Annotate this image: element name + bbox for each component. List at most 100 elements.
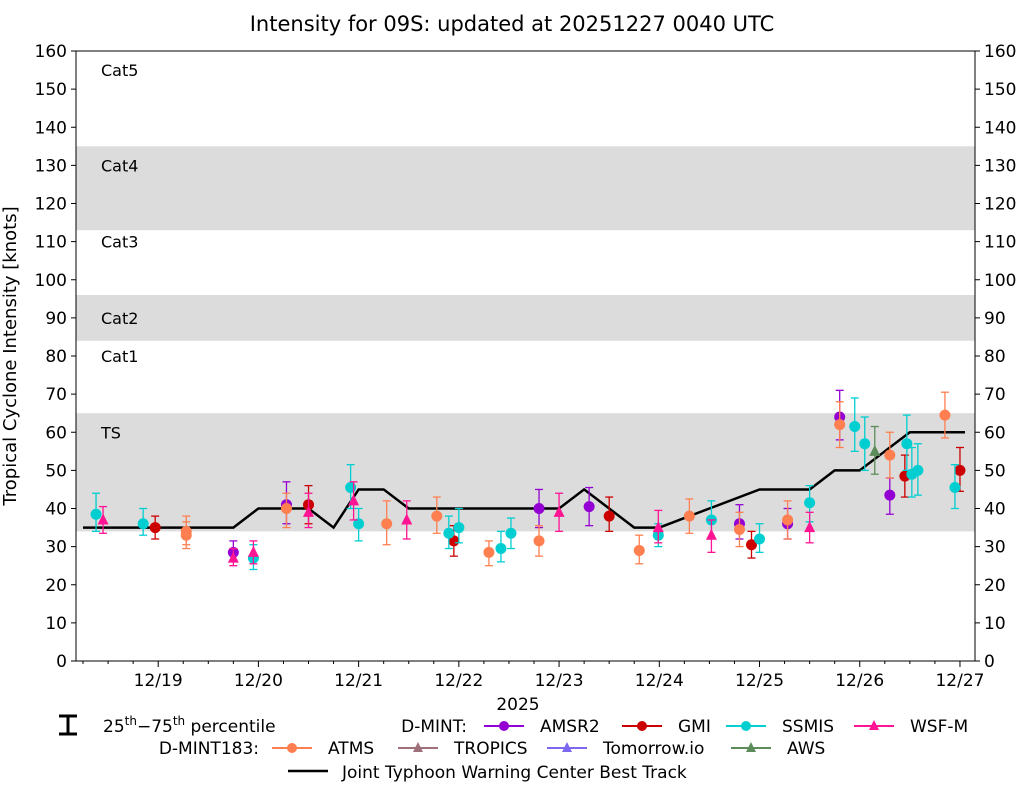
band-label-ts: TS	[100, 423, 121, 442]
x-tick-label: 12/26	[835, 671, 884, 691]
point-wsf-m	[705, 519, 717, 553]
marker-ssmis	[754, 533, 766, 545]
point-amsr2	[533, 488, 545, 529]
y-tick-label-right: 90	[984, 309, 1006, 329]
point-ssmis	[443, 515, 455, 550]
point-ssmis	[754, 523, 766, 553]
point-gmi	[603, 496, 615, 533]
y-tick-label: 110	[35, 233, 67, 253]
point-ssmis	[859, 416, 871, 472]
marker-atms	[280, 503, 292, 514]
marker-ssmis	[495, 543, 507, 555]
marker-ssmis	[453, 522, 465, 534]
marker-atms	[381, 518, 393, 530]
point-wsf-m	[303, 492, 315, 529]
x-tick-label: 12/24	[635, 671, 684, 691]
y-tick-label-right: 130	[984, 156, 1016, 176]
y-tick-label-right: 120	[984, 195, 1016, 215]
y-tick-label: 70	[45, 385, 67, 405]
y-tick-label: 100	[35, 271, 67, 291]
legend-marker-tropics	[413, 742, 423, 752]
point-atms	[884, 431, 896, 479]
y-tick-label: 150	[35, 80, 67, 100]
point-wsf-m	[348, 481, 360, 521]
marker-amsr2	[884, 489, 896, 501]
x-tick-label: 12/27	[935, 671, 984, 691]
band-ts	[76, 413, 975, 532]
legend-percentile-label: 25th−75th percentile	[103, 714, 276, 737]
point-atms	[834, 401, 846, 449]
y-tick-label-right: 70	[984, 385, 1006, 405]
marker-wsf-m	[303, 505, 315, 517]
point-atms	[381, 500, 393, 546]
marker-ssmis	[137, 518, 149, 530]
marker-ssmis	[804, 497, 816, 509]
y-tick-label: 130	[35, 156, 67, 176]
marker-ssmis	[912, 464, 924, 476]
marker-atms	[782, 514, 794, 526]
marker-ssmis	[849, 421, 861, 433]
marker-atms	[884, 449, 896, 461]
point-atms	[633, 534, 645, 565]
marker-atms	[733, 523, 745, 535]
y-tick-label: 20	[45, 576, 67, 596]
legend-group-dmint183: D-MINT183:	[159, 739, 259, 759]
marker-atms	[533, 535, 545, 547]
point-wsf-m	[804, 511, 816, 544]
point-gmi	[149, 515, 161, 540]
y-tick-label: 10	[45, 614, 67, 634]
y-tick-label: 140	[35, 118, 67, 138]
legend-marker-ssmis	[741, 721, 751, 731]
marker-ssmis	[345, 482, 357, 494]
y-tick-label: 60	[45, 423, 67, 443]
point-atms	[733, 511, 745, 548]
y-tick-label-right: 40	[984, 500, 1006, 520]
legend-marker-wsf-m	[869, 720, 879, 730]
legend-label-tomorrow-io: Tomorrow.io	[602, 739, 704, 759]
point-wsf-m	[401, 500, 413, 540]
marker-aws	[869, 444, 881, 456]
marker-wsf-m	[804, 521, 816, 533]
y-tick-label-right: 110	[984, 233, 1016, 253]
x-tick-label: 12/20	[234, 671, 283, 691]
legend: 25th−75th percentile D-MINT: D-MINT183: AMS…	[59, 714, 968, 783]
y-tick-label-right: 140	[984, 118, 1016, 138]
band-cat2	[76, 295, 975, 341]
best-track-line	[83, 431, 965, 530]
point-wsf-m	[553, 492, 565, 533]
point-wsf-m	[247, 540, 259, 565]
point-atms	[483, 540, 495, 567]
y-tick-label: 80	[45, 347, 67, 367]
point-atms	[782, 500, 794, 540]
point-wsf-m	[652, 509, 664, 544]
marker-gmi	[746, 539, 758, 551]
marker-atms	[180, 529, 192, 541]
point-amsr2	[583, 486, 595, 527]
marker-gmi	[603, 510, 615, 522]
legend-marker-aws	[746, 742, 756, 752]
y-tick-label-right: 30	[984, 538, 1006, 558]
band-label-cat1: Cat1	[101, 347, 138, 366]
x-tick-label: 12/22	[434, 671, 483, 691]
point-atms	[683, 498, 695, 534]
legend-marker-tomorrow-io	[562, 742, 572, 752]
marker-wsf-m	[97, 513, 109, 525]
y-tick-label-right: 10	[984, 614, 1006, 634]
point-atms	[533, 525, 545, 557]
band-label-cat5: Cat5	[101, 61, 138, 80]
y-axis-label: Tropical Cyclone Intensity [knots]	[0, 206, 21, 506]
best-track	[83, 431, 965, 530]
legend-label-aws: AWS	[787, 739, 825, 759]
point-ssmis	[849, 397, 861, 452]
point-ssmis	[949, 464, 961, 510]
marker-atms	[834, 419, 846, 431]
point-ssmis	[353, 507, 365, 542]
legend-group-dmint: D-MINT:	[401, 717, 467, 737]
y-tick-label: 40	[45, 500, 67, 520]
point-ssmis	[137, 507, 149, 536]
marker-amsr2	[533, 503, 545, 514]
band-label-cat3: Cat3	[101, 233, 138, 252]
band-cat4	[76, 146, 975, 231]
band-label-cat4: Cat4	[101, 156, 138, 175]
marker-wsf-m	[227, 551, 239, 563]
